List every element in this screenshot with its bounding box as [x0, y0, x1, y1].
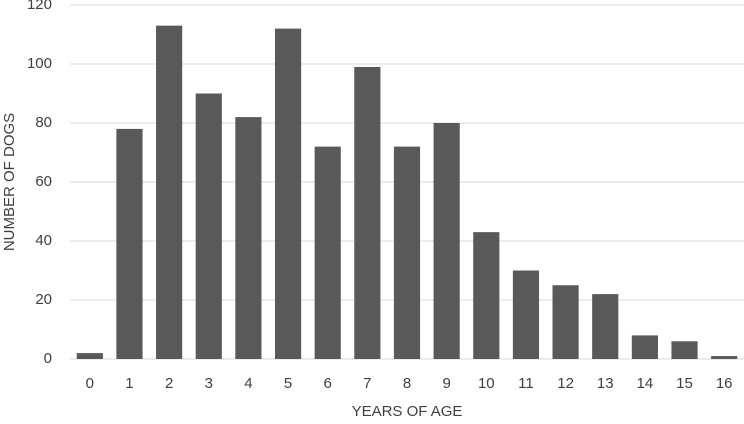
- x-tick-label: 10: [478, 375, 495, 392]
- x-tick-label: 8: [403, 375, 411, 392]
- bar: [592, 294, 619, 359]
- bar: [156, 25, 183, 360]
- x-tick-label: 11: [518, 375, 534, 392]
- y-axis-title: NUMBER OF DOGS: [1, 113, 18, 251]
- y-tick-label: 100: [27, 55, 52, 72]
- bar: [76, 353, 103, 359]
- y-tick-label: 80: [35, 114, 52, 131]
- y-tick-label: 0: [44, 350, 52, 367]
- bar: [671, 341, 698, 359]
- x-tick-label: 13: [597, 375, 614, 392]
- x-tick-label: 14: [637, 375, 654, 392]
- bar: [116, 128, 143, 359]
- x-axis-title: YEARS OF AGE: [352, 403, 463, 420]
- bar: [433, 123, 460, 359]
- x-tick-label: 16: [716, 375, 733, 392]
- bar: [473, 232, 500, 359]
- bar: [631, 335, 658, 359]
- bar: [711, 356, 738, 359]
- bar: [235, 117, 262, 359]
- x-tick-label: 4: [244, 375, 252, 392]
- y-tick-label: 20: [35, 291, 52, 308]
- bar: [393, 146, 421, 359]
- x-tick-label: 1: [125, 375, 133, 392]
- bar: [274, 28, 302, 359]
- bar: [552, 285, 579, 359]
- x-tick-label: 15: [676, 375, 693, 392]
- x-tick-label: 3: [205, 375, 213, 392]
- x-tick-label: 2: [165, 375, 173, 392]
- bar: [354, 66, 381, 359]
- x-tick-label: 6: [324, 375, 332, 392]
- x-tick-label: 5: [284, 375, 292, 392]
- y-tick-label: 120: [27, 0, 52, 13]
- bar: [512, 270, 540, 359]
- x-tick-label: 7: [363, 375, 371, 392]
- y-tick-label: 60: [35, 173, 52, 190]
- bar: [195, 93, 222, 359]
- y-tick-label: 40: [35, 232, 52, 249]
- x-tick-label: 0: [86, 375, 94, 392]
- x-tick-label: 9: [442, 375, 450, 392]
- bar: [314, 146, 341, 359]
- x-tick-label: 12: [557, 375, 574, 392]
